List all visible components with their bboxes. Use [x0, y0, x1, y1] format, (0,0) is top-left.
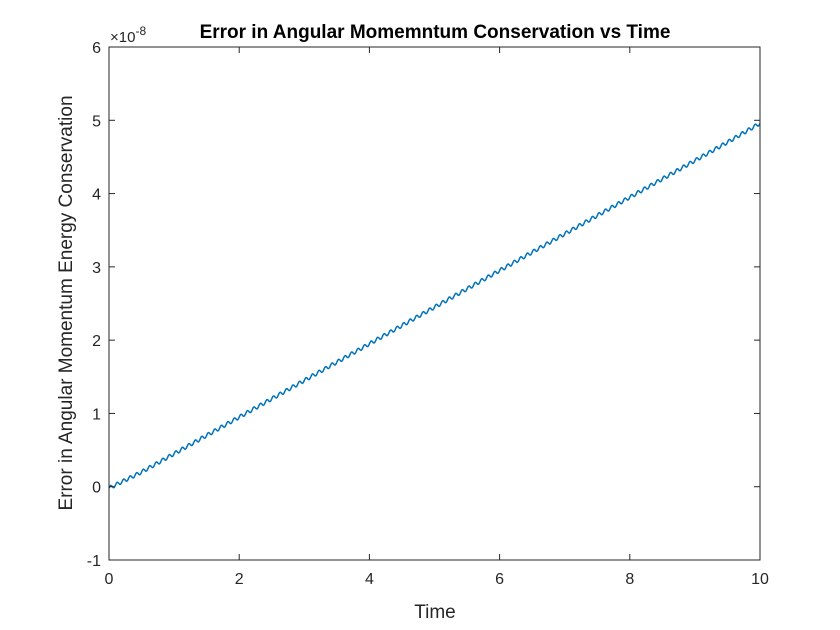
x-axis-ticks: 0 2 4 6 8 10 — [105, 47, 769, 588]
x-tick-label: 0 — [105, 571, 114, 588]
y-tick-label: 4 — [92, 187, 101, 204]
y-exponent-base: ×10 — [110, 29, 135, 46]
y-tick-label: 0 — [92, 480, 101, 497]
y-axis-label: Error in Angular Momentum Energy Conserv… — [56, 95, 77, 510]
x-tick-label: 6 — [495, 571, 504, 588]
y-tick-label: 6 — [92, 40, 101, 57]
y-tick-label: -1 — [87, 553, 101, 570]
series-layer — [108, 122, 761, 489]
y-tick-label: 1 — [92, 406, 101, 423]
y-axis-ticks: -1 0 1 2 3 4 5 6 — [87, 40, 760, 570]
y-exponent-label: ×10-8 — [110, 24, 146, 46]
x-axis-label: Time — [414, 602, 456, 623]
plot-area — [109, 47, 760, 560]
series-line — [108, 122, 761, 489]
y-tick-label: 3 — [92, 260, 101, 277]
y-tick-label: 5 — [92, 113, 101, 130]
x-tick-label: 10 — [751, 571, 769, 588]
axes-box — [108, 46, 761, 561]
x-tick-label: 8 — [625, 571, 634, 588]
x-tick-label: 2 — [235, 571, 244, 588]
y-exponent-power: -8 — [135, 24, 146, 38]
y-tick-label: 2 — [92, 333, 101, 350]
chart-title: Error in Angular Momemntum Conservation … — [200, 22, 671, 43]
x-tick-label: 4 — [365, 571, 374, 588]
